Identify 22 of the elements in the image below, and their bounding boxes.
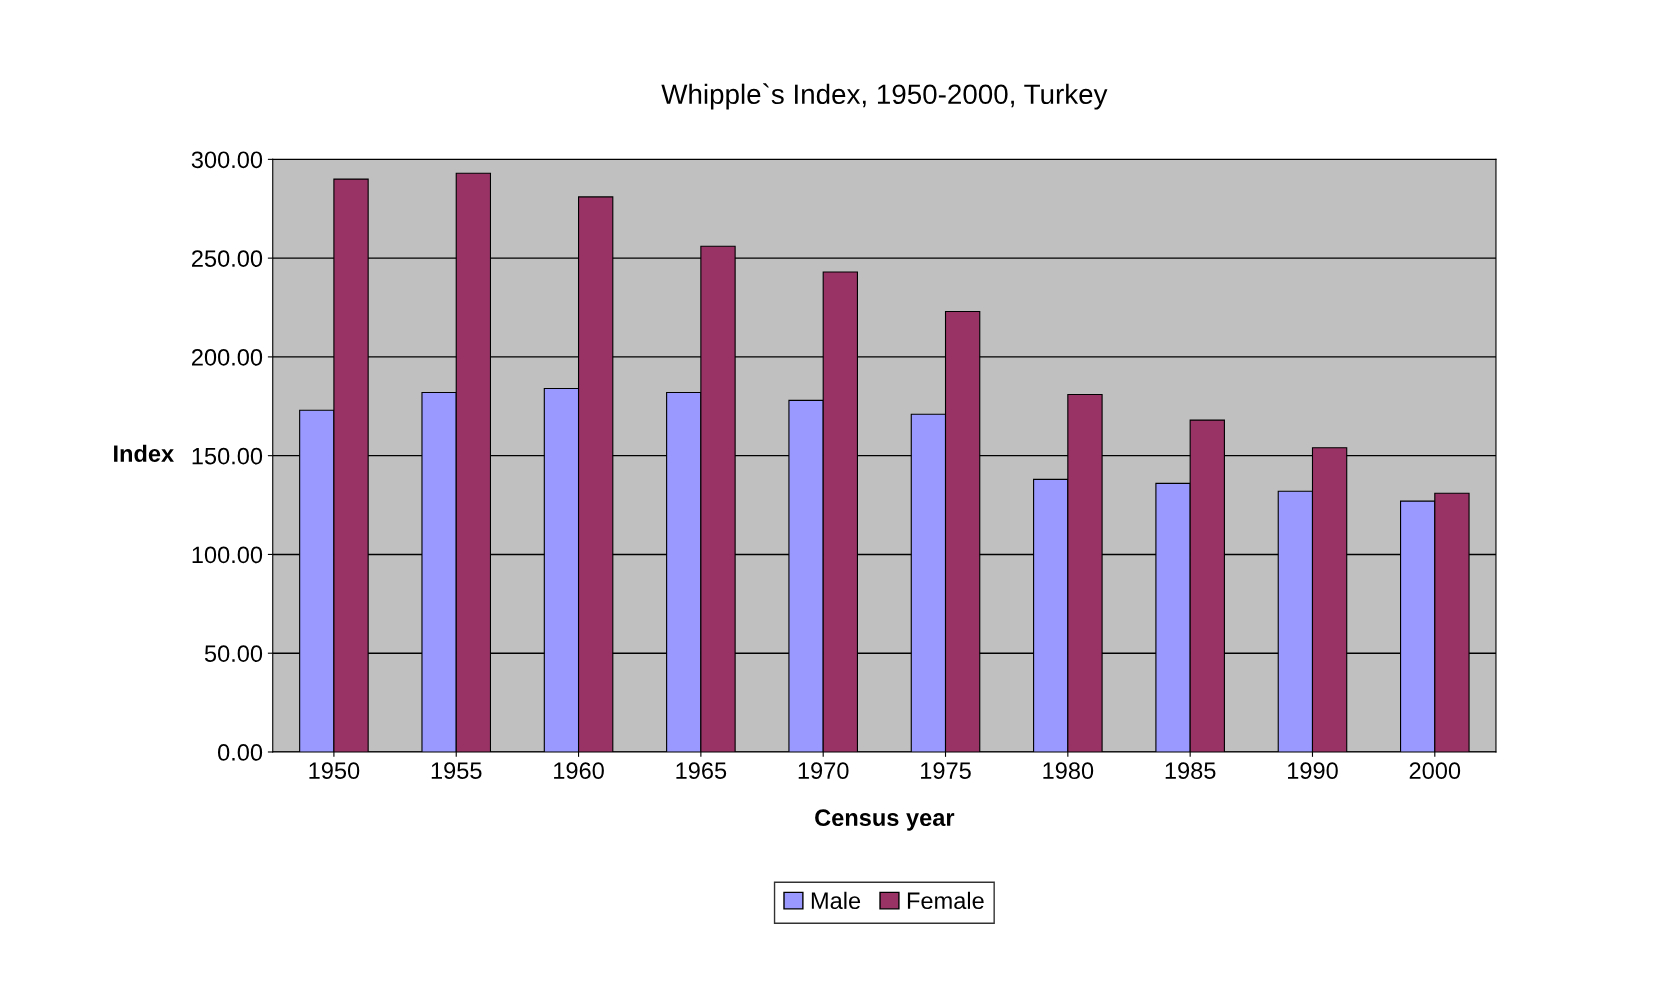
y-tick-label: 200.00 <box>192 348 263 366</box>
x-axis-title: Census year <box>815 809 955 831</box>
x-tick-label: 1960 <box>554 762 604 780</box>
y-tick-label: 150.00 <box>192 447 263 465</box>
legend-label: Male <box>811 891 861 910</box>
y-tick-label: 50.00 <box>204 645 263 662</box>
y-tick-label: 250.00 <box>192 250 263 267</box>
y-tick-label: 0.00 <box>218 744 263 761</box>
x-tick-label: 1975 <box>921 762 971 780</box>
x-tick-label: 1990 <box>1288 762 1338 780</box>
y-axis-title: Index <box>114 444 174 463</box>
x-tick-label: 1985 <box>1165 762 1216 780</box>
x-tick-label: 1965 <box>676 762 727 780</box>
y-tick-label: 300.00 <box>191 151 263 169</box>
x-tick-label: 2000 <box>1409 762 1461 780</box>
x-tick-label: 1950 <box>309 762 360 780</box>
legend-label: Female <box>907 891 984 910</box>
x-tick-label: 1955 <box>431 762 482 780</box>
x-tick-label: 1970 <box>798 762 849 780</box>
y-tick-label: 100.00 <box>192 546 263 564</box>
x-tick-label: 1980 <box>1043 762 1094 780</box>
chart-title: Whipple`s Index, 1950-2000, Turkey <box>661 83 1108 110</box>
